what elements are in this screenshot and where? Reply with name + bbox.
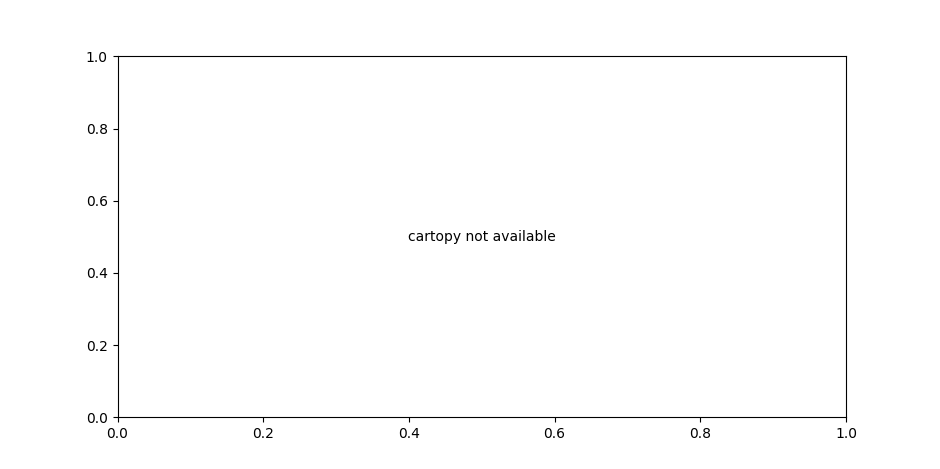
Text: cartopy not available: cartopy not available xyxy=(408,230,556,244)
